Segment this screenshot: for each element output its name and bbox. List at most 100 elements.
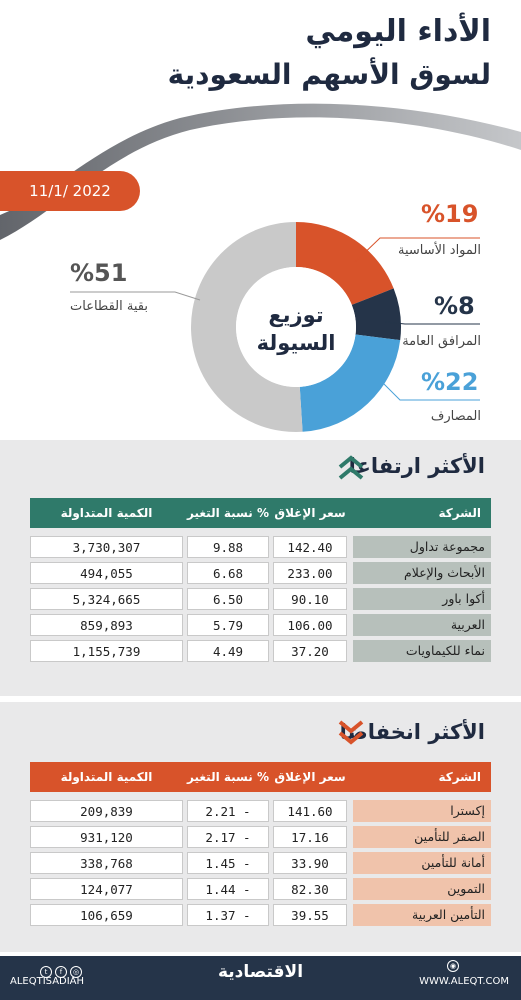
- liquidity-donut-chart: [70, 222, 480, 432]
- cell-change: 9.88: [187, 536, 269, 558]
- cell-close: 39.55: [273, 904, 347, 926]
- cell-change: 4.49: [187, 640, 269, 662]
- cell-company: نماء للكيماويات: [353, 640, 491, 662]
- cell-company: الأبحاث والإعلام: [353, 562, 491, 584]
- cell-company: التموين: [353, 878, 491, 900]
- donut-center-label-line1: توزيع: [268, 303, 324, 327]
- header-change: نسبة التغير %: [187, 770, 269, 784]
- slice-basic-materials: [296, 222, 394, 305]
- brand-logo: الاقتصادية: [217, 962, 304, 982]
- cell-qty: 124,077: [30, 878, 183, 900]
- slice-banks: [299, 334, 401, 432]
- cell-company: الصقر للتأمين: [353, 826, 491, 848]
- table-row: 931,120 2.17 - 17.16 الصقر للتأمين: [30, 826, 491, 848]
- table-row: 124,077 1.44 - 82.30 التموين: [30, 878, 491, 900]
- slice-pct-basic-materials: %19: [421, 200, 479, 228]
- cell-change: 2.17 -: [187, 826, 269, 848]
- top-losers-title: الأكثر انخفاضا: [339, 720, 485, 744]
- cell-close: 106.00: [273, 614, 347, 636]
- cell-qty: 931,120: [30, 826, 183, 848]
- donut-hole: [236, 267, 356, 387]
- cell-company: التأمين العربية: [353, 904, 491, 926]
- cell-change: 6.50: [187, 588, 269, 610]
- cell-company: أكوا باور: [353, 588, 491, 610]
- cell-qty: 494,055: [30, 562, 183, 584]
- slice-pct-other-sectors: %51: [70, 259, 128, 287]
- social-icons: t f ◎: [40, 959, 100, 978]
- slice-label-banks: المصارف: [430, 409, 481, 424]
- table-row: 1,155,739 4.49 37.20 نماء للكيماويات: [30, 640, 491, 662]
- cell-change: 5.79: [187, 614, 269, 636]
- chevron-up-icon: [338, 455, 364, 480]
- chevron-down-icon: [338, 720, 364, 745]
- instagram-icon[interactable]: ◎: [70, 966, 82, 978]
- leader-line-banks: [379, 379, 480, 401]
- table-row: 859,893 5.79 106.00 العربية: [30, 614, 491, 636]
- slice-label-basic-materials: المواد الأساسية: [397, 243, 481, 258]
- leader-line-other-sectors: [70, 291, 201, 301]
- twitter-icon[interactable]: t: [40, 966, 52, 978]
- table-header: الكمية المتداولة نسبة التغير % سعر الإغل…: [30, 498, 491, 528]
- website-link[interactable]: WWW.ALEQT.COM: [419, 976, 509, 987]
- cell-close: 33.90: [273, 852, 347, 874]
- cell-close: 90.10: [273, 588, 347, 610]
- cell-change: 6.68: [187, 562, 269, 584]
- cell-qty: 209,839: [30, 800, 183, 822]
- cell-qty: 338,768: [30, 852, 183, 874]
- top-gainers-title: الأكثر ارتفاعا: [348, 454, 485, 478]
- cell-qty: 859,893: [30, 614, 183, 636]
- leader-line-basic-materials: [354, 237, 480, 263]
- header-change: نسبة التغير %: [187, 506, 269, 520]
- cell-close: 82.30: [273, 878, 347, 900]
- cell-qty: 3,730,307: [30, 536, 183, 558]
- table-row: 3,730,307 9.88 142.40 مجموعة تداول: [30, 536, 491, 558]
- title-line2: لسوق الأسهم السعودية: [167, 58, 491, 91]
- title-line1: الأداء اليومي: [305, 14, 491, 49]
- top-losers-section: الأكثر انخفاضا الكمية المتداولة نسبة الت…: [0, 702, 521, 952]
- cell-change: 1.45 -: [187, 852, 269, 874]
- cell-company: العربية: [353, 614, 491, 636]
- header-section: الأداء اليومي لسوق الأسهم السعودية 11/1/…: [0, 0, 521, 440]
- cell-company: إكسترا: [353, 800, 491, 822]
- cell-qty: 106,659: [30, 904, 183, 926]
- header-close: سعر الإغلاق: [274, 770, 346, 784]
- cell-close: 141.60: [273, 800, 347, 822]
- cell-company: مجموعة تداول: [353, 536, 491, 558]
- date-badge: 11/1/ 2022: [0, 171, 140, 211]
- leader-line-utilities: [384, 321, 480, 325]
- cell-company: أمانة للتأمين: [353, 852, 491, 874]
- header-qty: الكمية المتداولة: [60, 770, 153, 784]
- header-qty: الكمية المتداولة: [60, 506, 153, 520]
- header-background: [0, 0, 521, 240]
- globe-icon: ◉: [447, 960, 459, 972]
- table-row: 5,324,665 6.50 90.10 أكوا باور: [30, 588, 491, 610]
- footer-bar: t f ◎ ALEQTISADIAH الاقتصادية ◉ WWW.ALEQT.…: [0, 956, 521, 1000]
- donut-center-label-line2: السيولة: [256, 331, 336, 355]
- table-row: 209,839 2.21 - 141.60 إكسترا: [30, 800, 491, 822]
- table-header: الكمية المتداولة نسبة التغير % سعر الإغل…: [30, 762, 491, 792]
- cell-close: 37.20: [273, 640, 347, 662]
- cell-close: 233.00: [273, 562, 347, 584]
- slice-pct-utilities: %8: [434, 292, 475, 320]
- cell-change: 1.37 -: [187, 904, 269, 926]
- social-handle: ALEQTISADIAH: [10, 976, 85, 987]
- cell-qty: 1,155,739: [30, 640, 183, 662]
- top-gainers-section: الأكثر ارتفاعا الكمية المتداولة نسبة الت…: [0, 440, 521, 696]
- header-close: سعر الإغلاق: [274, 506, 346, 520]
- table-row: 338,768 1.45 - 33.90 أمانة للتأمين: [30, 852, 491, 874]
- cell-close: 17.16: [273, 826, 347, 848]
- cell-change: 1.44 -: [187, 878, 269, 900]
- slice-label-utilities: المرافق العامة: [402, 334, 481, 349]
- header-company: الشركة: [438, 506, 481, 520]
- slice-label-other-sectors: بقية القطاعات: [70, 299, 148, 314]
- facebook-icon[interactable]: f: [55, 966, 67, 978]
- slice-utilities: [351, 288, 401, 341]
- header-company: الشركة: [438, 770, 481, 784]
- slice-pct-banks: %22: [421, 368, 479, 396]
- cell-change: 2.21 -: [187, 800, 269, 822]
- cell-qty: 5,324,665: [30, 588, 183, 610]
- slice-other-sectors: [191, 222, 303, 432]
- cell-close: 142.40: [273, 536, 347, 558]
- table-row: 106,659 1.37 - 39.55 التأمين العربية: [30, 904, 491, 926]
- table-row: 494,055 6.68 233.00 الأبحاث والإعلام: [30, 562, 491, 584]
